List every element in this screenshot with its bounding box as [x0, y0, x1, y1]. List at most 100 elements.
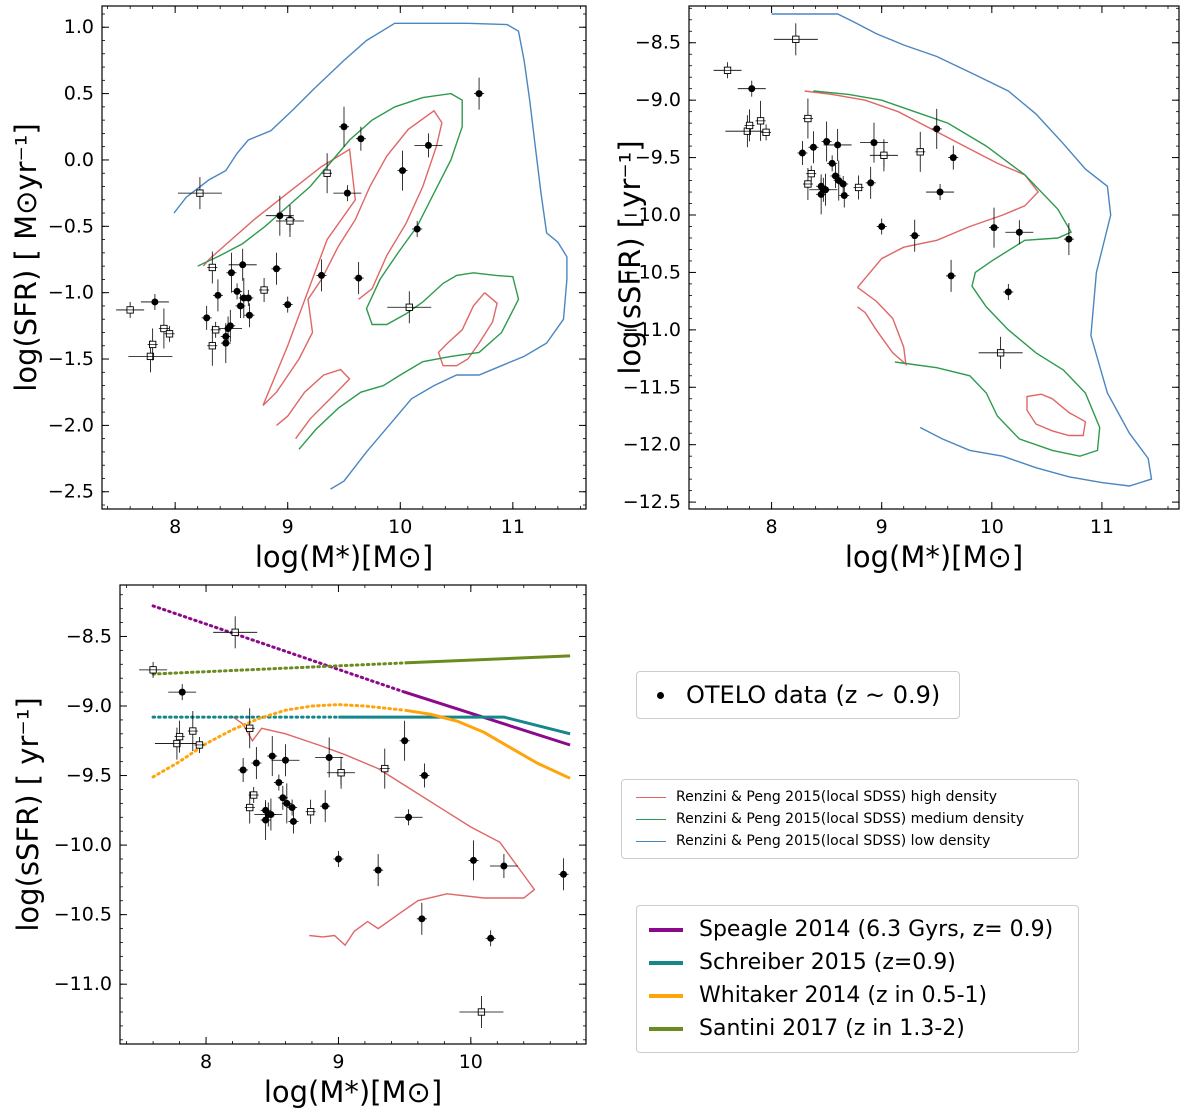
data-point: [949, 154, 957, 162]
data-point: [236, 302, 244, 310]
x-tick-label: 8: [766, 516, 778, 538]
data-point: [268, 752, 276, 760]
y-tick-label: −8.5: [635, 32, 681, 54]
density-contour: [437, 292, 498, 367]
data-point: [281, 756, 289, 764]
data-point: [878, 222, 886, 230]
x-tick-label: 9: [876, 516, 888, 538]
data-point: [559, 870, 567, 878]
data-point: [405, 813, 413, 821]
data-point: [343, 189, 351, 197]
y-tick-label: −10.0: [54, 834, 112, 856]
data-point: [151, 298, 159, 306]
y-axis-label: log(SFR) [ M⊙yr⁻¹]: [9, 123, 43, 391]
legend-label-high-density: Renzini & Peng 2015(local SDSS) high den…: [676, 789, 997, 805]
legend-entry-low-density: Renzini & Peng 2015(local SDSS) low dens…: [622, 830, 1078, 852]
orange-line-icon: [649, 993, 683, 998]
y-tick-label: −9.0: [66, 695, 112, 717]
olive-line-icon: [649, 1026, 683, 1031]
x-tick-label: 8: [200, 1051, 212, 1073]
relation-dotted-extension: [151, 661, 407, 676]
blue-line-icon: [636, 840, 666, 842]
data-point: [798, 149, 806, 157]
x-axis-label: log(M*)[M⊙]: [845, 540, 1023, 574]
legend-entry-santini: Santini 2017 (z in 1.3-2): [637, 1012, 1078, 1045]
data-point: [244, 294, 252, 302]
density-contour: [804, 90, 1040, 288]
panel-ssfr-mass: 8 9 10 11 −8.5 −9.0 −9.5 −10.0 −10.5 −11.0 −11.5 −1…: [613, 5, 1180, 574]
legend-label-speagle: Speagle 2014 (6.3 Gyrs, z= 0.9): [699, 917, 1054, 942]
data-point: [424, 141, 432, 149]
y-axis-label: log(sSFR) [ yr⁻¹]: [613, 140, 647, 374]
data-point: [325, 753, 333, 761]
plot-area: [139, 604, 571, 1029]
data-point: [828, 159, 836, 167]
density-contour: [202, 148, 357, 406]
plot-area: [713, 13, 1153, 487]
data-point: [226, 322, 234, 330]
x-tick-label: 9: [282, 516, 294, 538]
data-point: [262, 816, 270, 824]
data-point: [401, 737, 409, 745]
data-point: [252, 759, 260, 767]
data-point: [245, 311, 253, 319]
y-tick-label: −8.5: [66, 625, 112, 647]
data-point: [227, 269, 235, 277]
data-point: [284, 301, 292, 309]
data-point: [418, 915, 426, 923]
data-point: [748, 85, 756, 93]
y-axis-label: log(sSFR) [ yr⁻¹]: [11, 697, 45, 931]
legend-entry-whitaker: Whitaker 2014 (z in 0.5-1): [637, 979, 1078, 1012]
relation-line: [404, 654, 571, 665]
data-point: [334, 855, 342, 863]
data-point: [911, 232, 919, 240]
legend-entry-otelo: OTELO data (z ~ 0.9): [637, 672, 959, 718]
legend-label-whitaker: Whitaker 2014 (z in 0.5-1): [699, 983, 988, 1008]
plot-frame: [101, 5, 587, 510]
density-contour: [173, 22, 568, 490]
x-tick-label: 11: [1090, 516, 1114, 538]
plot-frame: [119, 584, 587, 1045]
data-point: [947, 272, 955, 280]
data-point: [809, 143, 817, 151]
filled-circle-marker-icon: [657, 691, 664, 699]
red-line-icon: [636, 796, 666, 798]
y-tick-label: −0.5: [48, 215, 94, 237]
data-point: [289, 817, 297, 825]
data-point: [1004, 288, 1012, 296]
data-point: [469, 856, 477, 864]
x-tick-label: 9: [332, 1051, 344, 1073]
plot-frame: [688, 5, 1180, 510]
x-tick-label: 11: [501, 516, 525, 538]
legend-entry-schreiber: Schreiber 2015 (z=0.9): [637, 946, 1078, 979]
y-tick-label: −11.0: [623, 319, 681, 341]
y-tick-label: −9.0: [635, 89, 681, 111]
density-contour: [230, 715, 536, 947]
data-point: [867, 179, 875, 187]
relation-line: [338, 715, 571, 736]
data-point: [357, 135, 365, 143]
data-point: [276, 212, 284, 220]
data-point: [834, 141, 842, 149]
data-point: [936, 188, 944, 196]
legend-label-otelo: OTELO data (z ~ 0.9): [686, 681, 941, 709]
data-point: [1015, 228, 1023, 236]
density-contour: [262, 109, 443, 406]
data-point: [374, 866, 382, 874]
data-point: [933, 125, 941, 133]
purple-line-icon: [649, 927, 683, 932]
data-point: [420, 772, 428, 780]
y-tick-label: −2.0: [48, 414, 94, 436]
data-point: [823, 138, 831, 146]
legend-label-schreiber: Schreiber 2015 (z=0.9): [699, 950, 956, 975]
relation-dotted-extension: [151, 703, 407, 779]
data-point: [822, 186, 830, 194]
y-tick-label: −9.5: [635, 147, 681, 169]
y-tick-label: −10.5: [623, 261, 681, 283]
y-tick-label: −11.0: [54, 973, 112, 995]
y-tick-label: −10.0: [623, 204, 681, 226]
data-point: [222, 332, 230, 340]
relation-dotted-extension: [151, 604, 407, 694]
legend-label-santini: Santini 2017 (z in 1.3-2): [699, 1016, 965, 1041]
